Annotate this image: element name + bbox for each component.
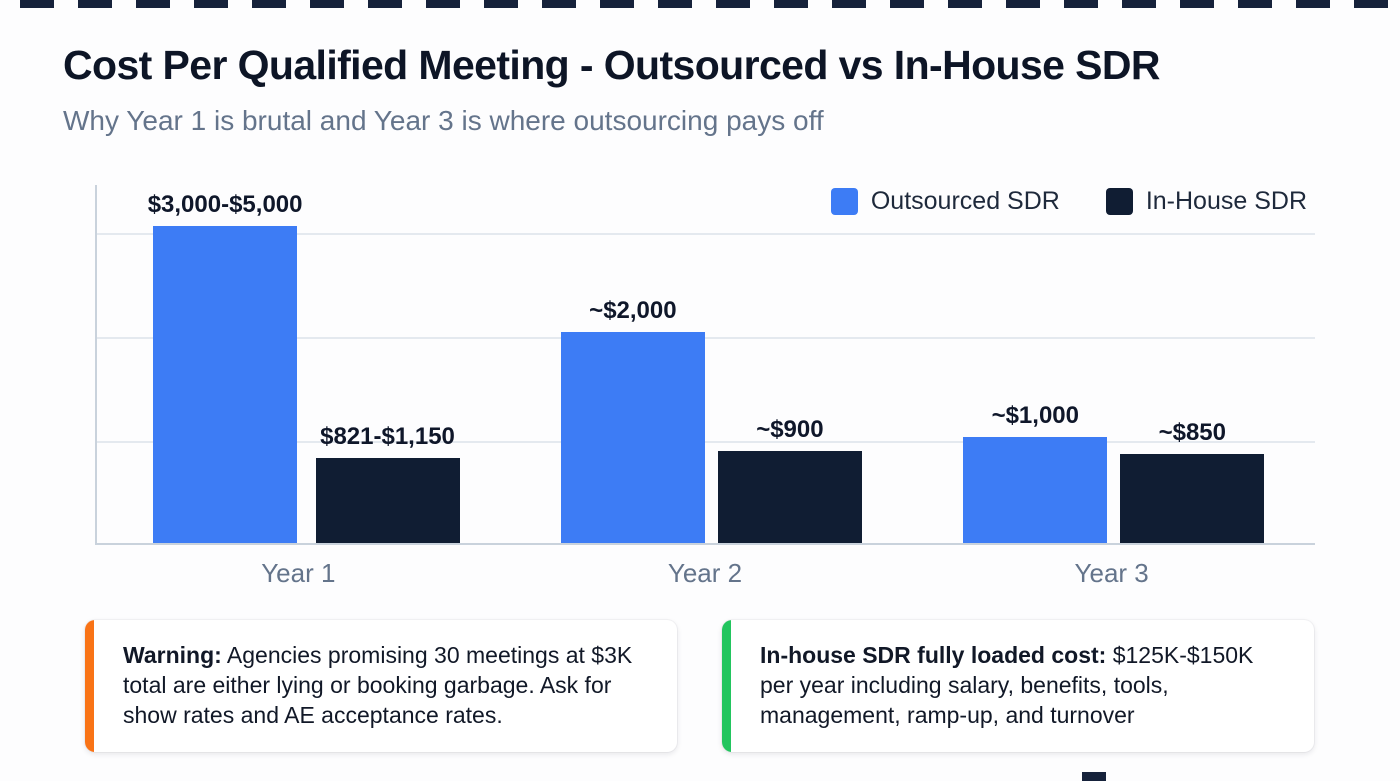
chart-legend: Outsourced SDR In-House SDR [830, 187, 1307, 216]
x-axis-label: Year 1 [261, 558, 336, 588]
legend-label: Outsourced SDR [870, 187, 1060, 215]
gridline [97, 441, 1315, 443]
bar-inhouse-year-1 [315, 458, 460, 543]
x-axis-labels: Year 1 Year 2 Year 3 [95, 558, 1315, 589]
bar-group-year-1: $3,000-$5,000 $821-$1,150 [148, 191, 460, 543]
inhouse-cost-lead: In-house SDR fully loaded cost: [760, 642, 1107, 668]
inhouse-cost-card: In-house SDR fully loaded cost: $125K-$1… [722, 620, 1314, 752]
bar-inhouse-year-2 [717, 451, 862, 543]
bar-group-year-2: ~$2,000 ~$900 [560, 297, 862, 543]
x-axis-label: Year 3 [1074, 558, 1149, 588]
bar-value-label: ~$900 [756, 416, 824, 443]
warning-accent-bar [85, 620, 94, 752]
bar-wrap: $821-$1,150 [315, 423, 460, 543]
bar-outsourced-year-1 [153, 226, 298, 543]
warning-body: Agencies promising 30 meetings at $3K to… [123, 642, 633, 728]
bar-value-label: $3,000-$5,000 [147, 191, 303, 218]
top-dashed-border [20, 0, 1400, 8]
inhouse-cost-accent-bar [722, 620, 731, 752]
x-axis-label: Year 2 [667, 558, 743, 588]
warning-card: Warning: Agencies promising 30 meetings … [85, 620, 677, 752]
legend-item-inhouse: In-House SDR [1105, 187, 1307, 216]
legend-item-outsourced: Outsourced SDR [830, 187, 1060, 216]
bar-outsourced-year-2 [560, 332, 705, 543]
bar-outsourced-year-3 [963, 437, 1108, 543]
bar-wrap: ~$900 [717, 416, 862, 543]
inhouse-cost-text: In-house SDR fully loaded cost: $125K-$1… [760, 640, 1288, 730]
bar-wrap: ~$2,000 [560, 297, 705, 543]
plot-area: Outsourced SDR In-House SDR $3,000-$5,000… [95, 185, 1315, 545]
bottom-tick-mark [1082, 772, 1106, 781]
bar-value-label: $821-$1,150 [320, 423, 455, 450]
page-subtitle: Why Year 1 is brutal and Year 3 is where… [63, 105, 824, 136]
page-title: Cost Per Qualified Meeting - Outsourced … [63, 42, 1161, 88]
warning-lead: Warning: [123, 642, 222, 668]
bar-value-label: ~$850 [1158, 419, 1226, 446]
inhouse-cost-body: $125K-$150K per year including salary, b… [760, 642, 1254, 728]
legend-label: In-House SDR [1145, 187, 1307, 215]
bar-wrap: $3,000-$5,000 [148, 191, 303, 543]
bar-value-label: ~$1,000 [991, 402, 1079, 429]
bar-wrap: ~$1,000 [963, 402, 1108, 543]
bar-inhouse-year-3 [1120, 454, 1265, 543]
inhouse-legend-swatch [1105, 188, 1133, 215]
bar-group-year-3: ~$1,000 ~$850 [963, 402, 1265, 543]
bar-wrap: ~$850 [1120, 419, 1265, 543]
bar-value-label: ~$2,000 [589, 297, 677, 324]
outsourced-legend-swatch [830, 188, 858, 215]
bar-groups: $3,000-$5,000 $821-$1,150 ~$2,000 ~$900 ~$1,… [97, 185, 1315, 543]
warning-text: Warning: Agencies promising 30 meetings … [123, 640, 651, 730]
gridline [97, 233, 1315, 235]
gridline [97, 337, 1315, 339]
